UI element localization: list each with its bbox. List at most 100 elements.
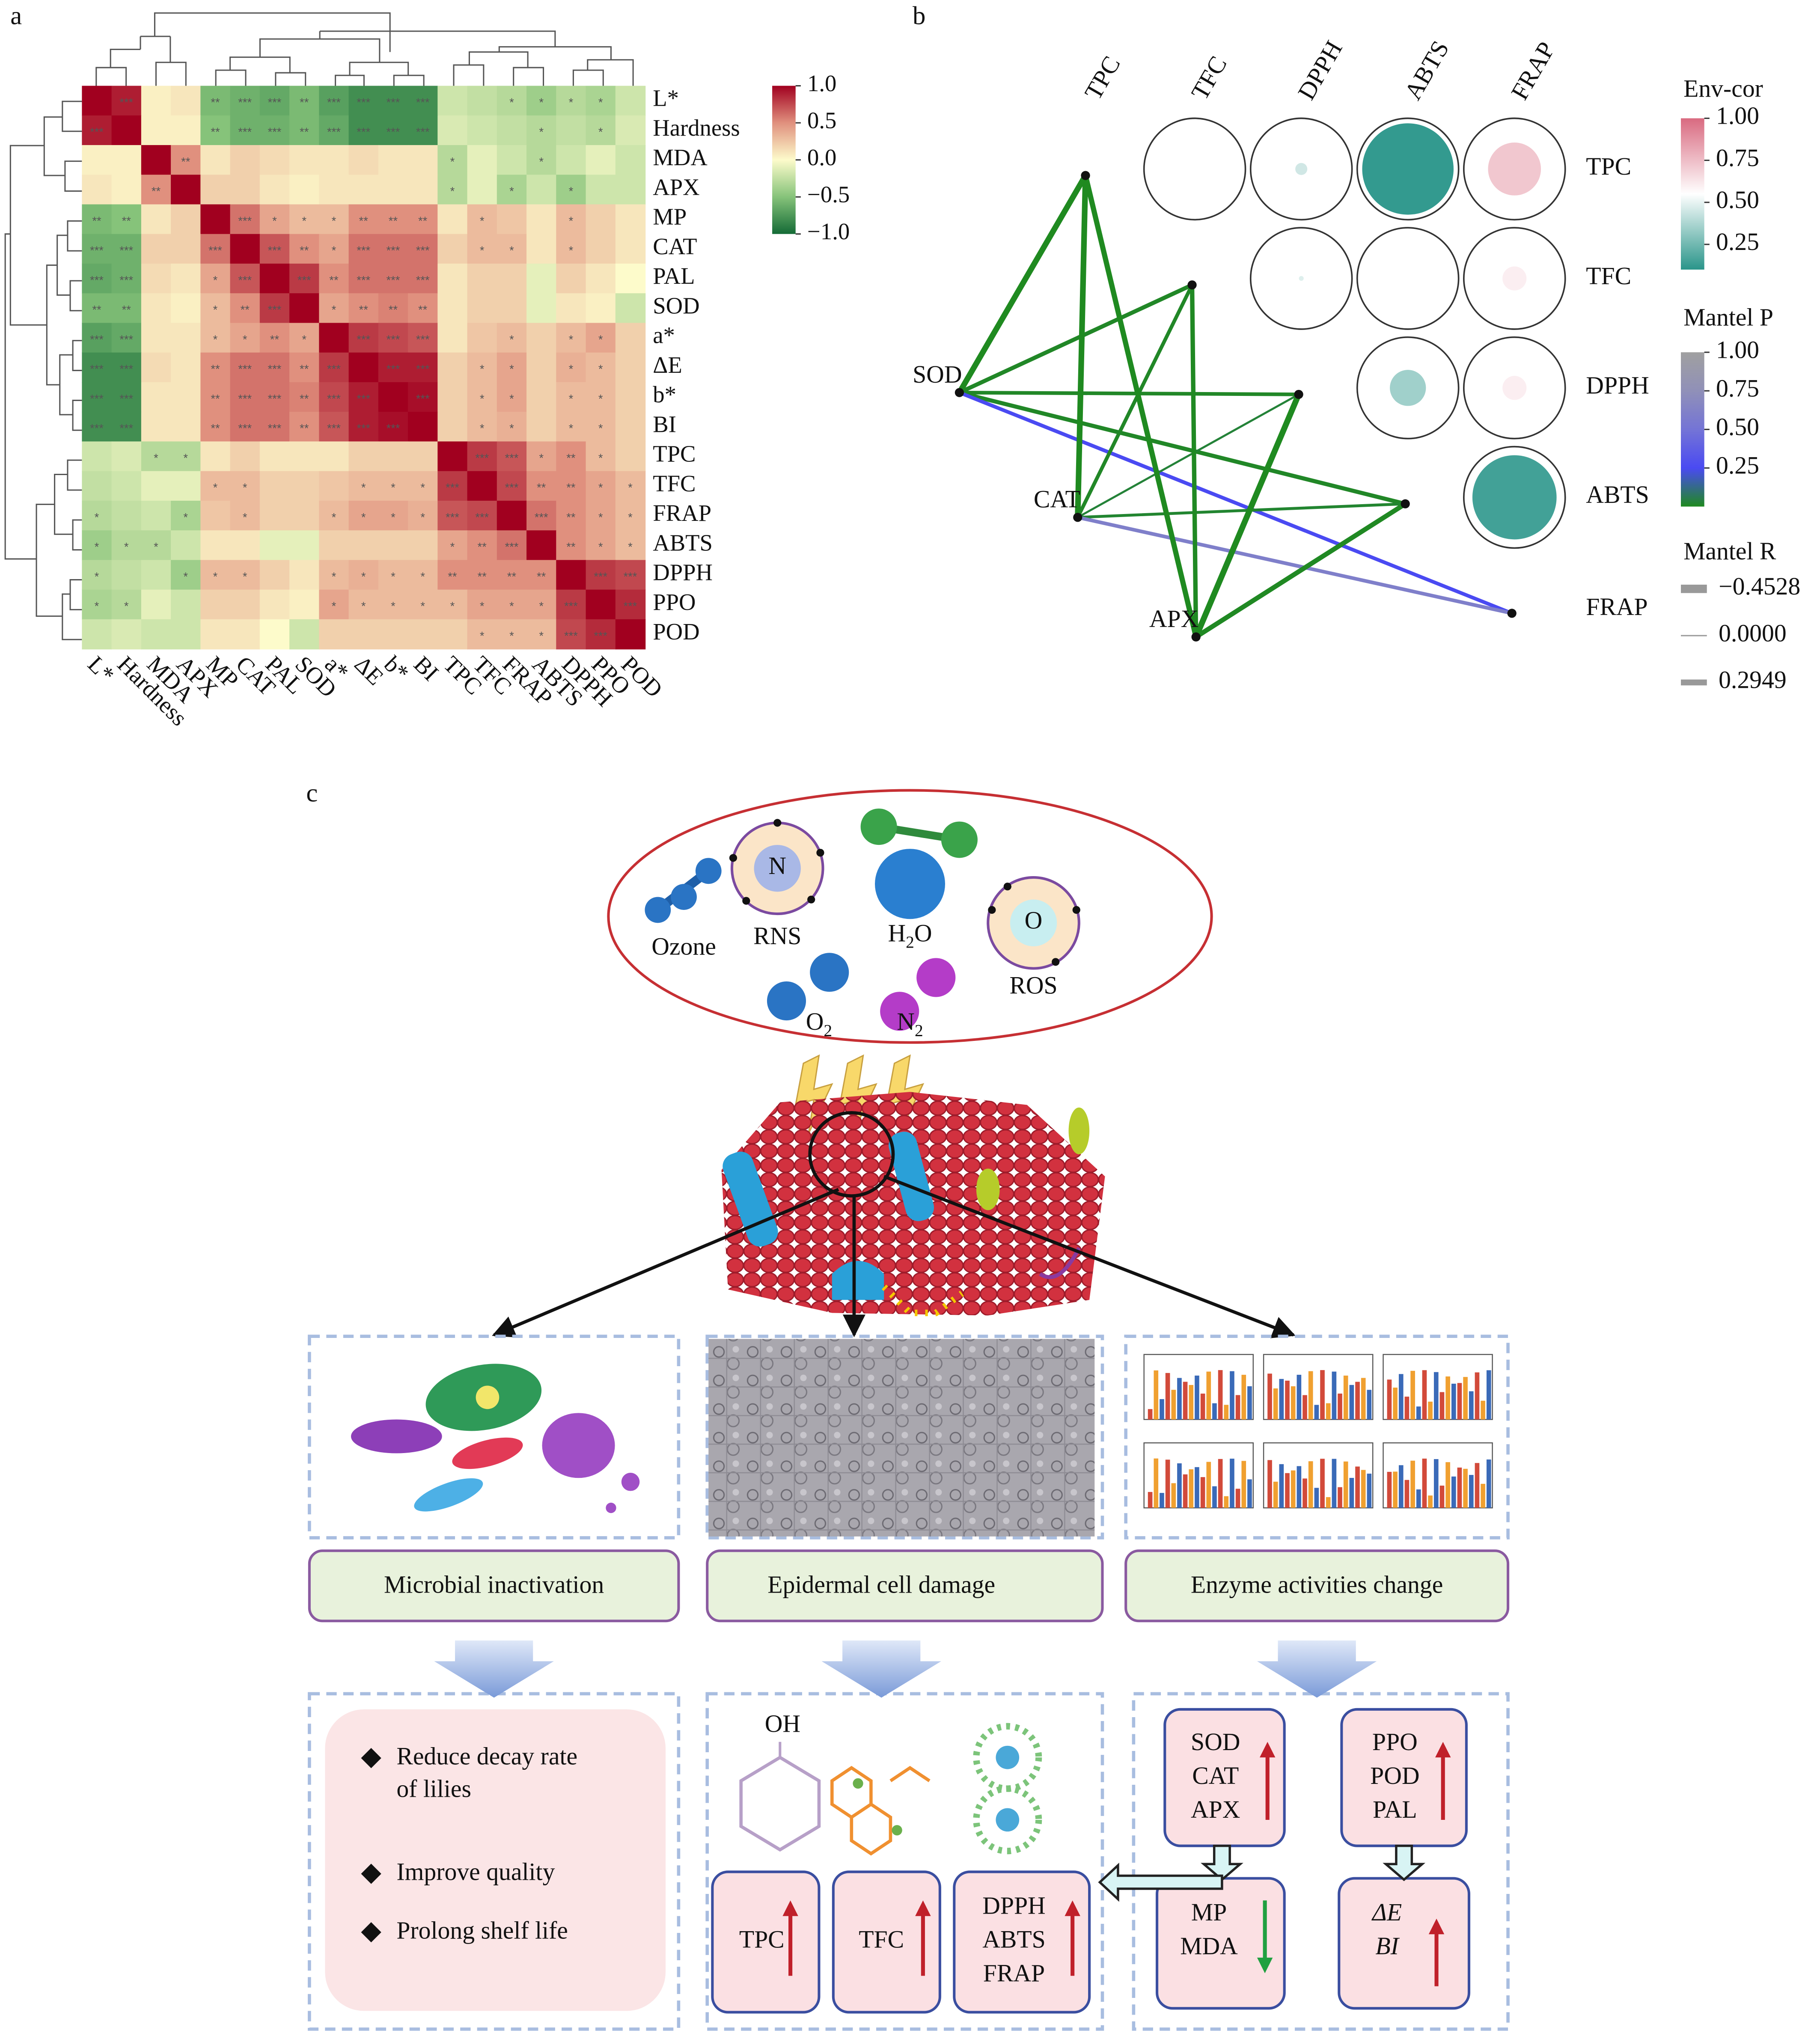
heatmap-cell bbox=[171, 412, 201, 442]
heatmap-cell bbox=[556, 471, 586, 502]
colorbar-label: 0.50 bbox=[1716, 414, 1759, 441]
heatmap-cell bbox=[615, 352, 646, 383]
mantel-link bbox=[958, 390, 1301, 396]
heatmap-cell bbox=[111, 323, 142, 353]
thumb-bar bbox=[1171, 1483, 1176, 1508]
heatmap-cell bbox=[141, 412, 172, 442]
significance-label: * bbox=[569, 244, 574, 257]
row-label: ΔE bbox=[653, 352, 682, 378]
significance-label: * bbox=[509, 392, 514, 405]
thumb-bar bbox=[1160, 1493, 1164, 1508]
thumb-bar bbox=[1314, 1405, 1319, 1420]
significance-label: * bbox=[509, 629, 514, 642]
colorbar-label: −0.5 bbox=[807, 181, 850, 208]
heatmap-cell bbox=[467, 263, 498, 294]
micrograph bbox=[708, 1339, 1095, 1537]
heatmap-cell bbox=[111, 204, 142, 235]
heatmap-cell bbox=[230, 352, 261, 383]
mantel-link bbox=[1193, 501, 1408, 639]
colorbar-label: 0.75 bbox=[1716, 145, 1759, 172]
thumb-bar bbox=[1349, 1478, 1354, 1508]
heatmap-cell bbox=[467, 441, 498, 472]
heatmap-cell bbox=[230, 500, 261, 531]
heatmap-cell bbox=[437, 382, 468, 413]
heatmap-cell bbox=[111, 619, 142, 650]
heatmap-cell bbox=[230, 145, 261, 175]
node-dot bbox=[1073, 513, 1082, 522]
colorbar-label: 0.5 bbox=[807, 107, 836, 134]
thumb-bar bbox=[1195, 1375, 1199, 1420]
heatmap-cell bbox=[408, 619, 438, 650]
heatmap-cell bbox=[437, 560, 468, 590]
significance-label: * bbox=[598, 125, 603, 139]
heatmap-cell bbox=[200, 204, 231, 235]
heatmap-cell bbox=[348, 323, 379, 353]
heatmap-cell bbox=[586, 471, 616, 502]
significance-label: * bbox=[391, 570, 396, 583]
heatmap-cell bbox=[408, 323, 438, 353]
colorbar bbox=[1681, 118, 1704, 270]
significance-label: ** bbox=[566, 540, 576, 553]
heatmap-cell bbox=[586, 560, 616, 590]
anchor-dot bbox=[1187, 280, 1197, 290]
row-label: TFC bbox=[653, 470, 696, 496]
thumb-bar bbox=[1297, 1375, 1302, 1420]
heatmap-cell bbox=[319, 471, 349, 502]
significance-label: * bbox=[302, 214, 306, 227]
heatmap-cell bbox=[437, 293, 468, 324]
colorbar-label: 1.00 bbox=[1716, 336, 1759, 363]
heatmap-cell bbox=[141, 263, 172, 294]
thumb-bar bbox=[1439, 1392, 1445, 1420]
thumb-bar bbox=[1320, 1370, 1325, 1420]
significance-label: *** bbox=[90, 273, 104, 287]
heatmap-cell bbox=[526, 560, 557, 590]
heatmap-cell bbox=[319, 352, 349, 383]
heatmap-cell bbox=[111, 293, 142, 324]
row-label: a* bbox=[653, 322, 675, 348]
heatmap-cell bbox=[141, 471, 172, 502]
significance-label: *** bbox=[357, 95, 370, 109]
heatmap-cell bbox=[615, 530, 646, 561]
thumb-bar bbox=[1212, 1486, 1217, 1508]
heatmap-cell bbox=[497, 86, 527, 116]
significance-label: ** bbox=[329, 273, 339, 287]
significance-label: * bbox=[509, 333, 514, 346]
significance-label: * bbox=[598, 363, 603, 376]
significance-label: *** bbox=[386, 95, 400, 109]
heatmap-cell bbox=[200, 589, 231, 620]
thumb-bar bbox=[1297, 1466, 1302, 1508]
heatmap-cell bbox=[497, 412, 527, 442]
significance-label: *** bbox=[357, 244, 370, 257]
significance-label: ** bbox=[122, 214, 131, 227]
heatmap-cell bbox=[497, 352, 527, 383]
significance-label: * bbox=[450, 540, 455, 553]
thumb-bar bbox=[1291, 1386, 1296, 1420]
heatmap-cell bbox=[230, 234, 261, 265]
heatmap-cell bbox=[230, 441, 261, 472]
thumb-bar bbox=[1481, 1483, 1485, 1508]
heatmap-cell bbox=[586, 352, 616, 383]
significance-label: *** bbox=[386, 363, 400, 376]
heatmap-cell bbox=[526, 500, 557, 531]
molecule-label: O2 bbox=[806, 1008, 832, 1040]
thumb-bar bbox=[1247, 1479, 1252, 1508]
thumb-bar bbox=[1291, 1470, 1296, 1508]
heatmap-cell bbox=[171, 589, 201, 620]
heatmap-cell bbox=[437, 471, 468, 502]
thumb-bar bbox=[1183, 1474, 1188, 1508]
significance-label: *** bbox=[327, 125, 341, 139]
heatmap-cell bbox=[111, 352, 142, 383]
heatmap-cell bbox=[526, 204, 557, 235]
heatmap-cell bbox=[319, 115, 349, 146]
phenol-label: OH bbox=[765, 1711, 800, 1738]
heatmap-cell bbox=[259, 500, 290, 531]
heatmap-cell bbox=[171, 500, 201, 531]
significance-label: ** bbox=[152, 184, 161, 198]
heatmap-cell bbox=[378, 382, 409, 413]
anchor-dot bbox=[1507, 609, 1517, 618]
trend-arrows bbox=[782, 1742, 1451, 1986]
heatmap-cell bbox=[408, 115, 438, 146]
heatmap-cell bbox=[289, 293, 320, 324]
compound-icons bbox=[739, 1723, 1042, 1856]
heatmap-cell bbox=[171, 234, 201, 265]
